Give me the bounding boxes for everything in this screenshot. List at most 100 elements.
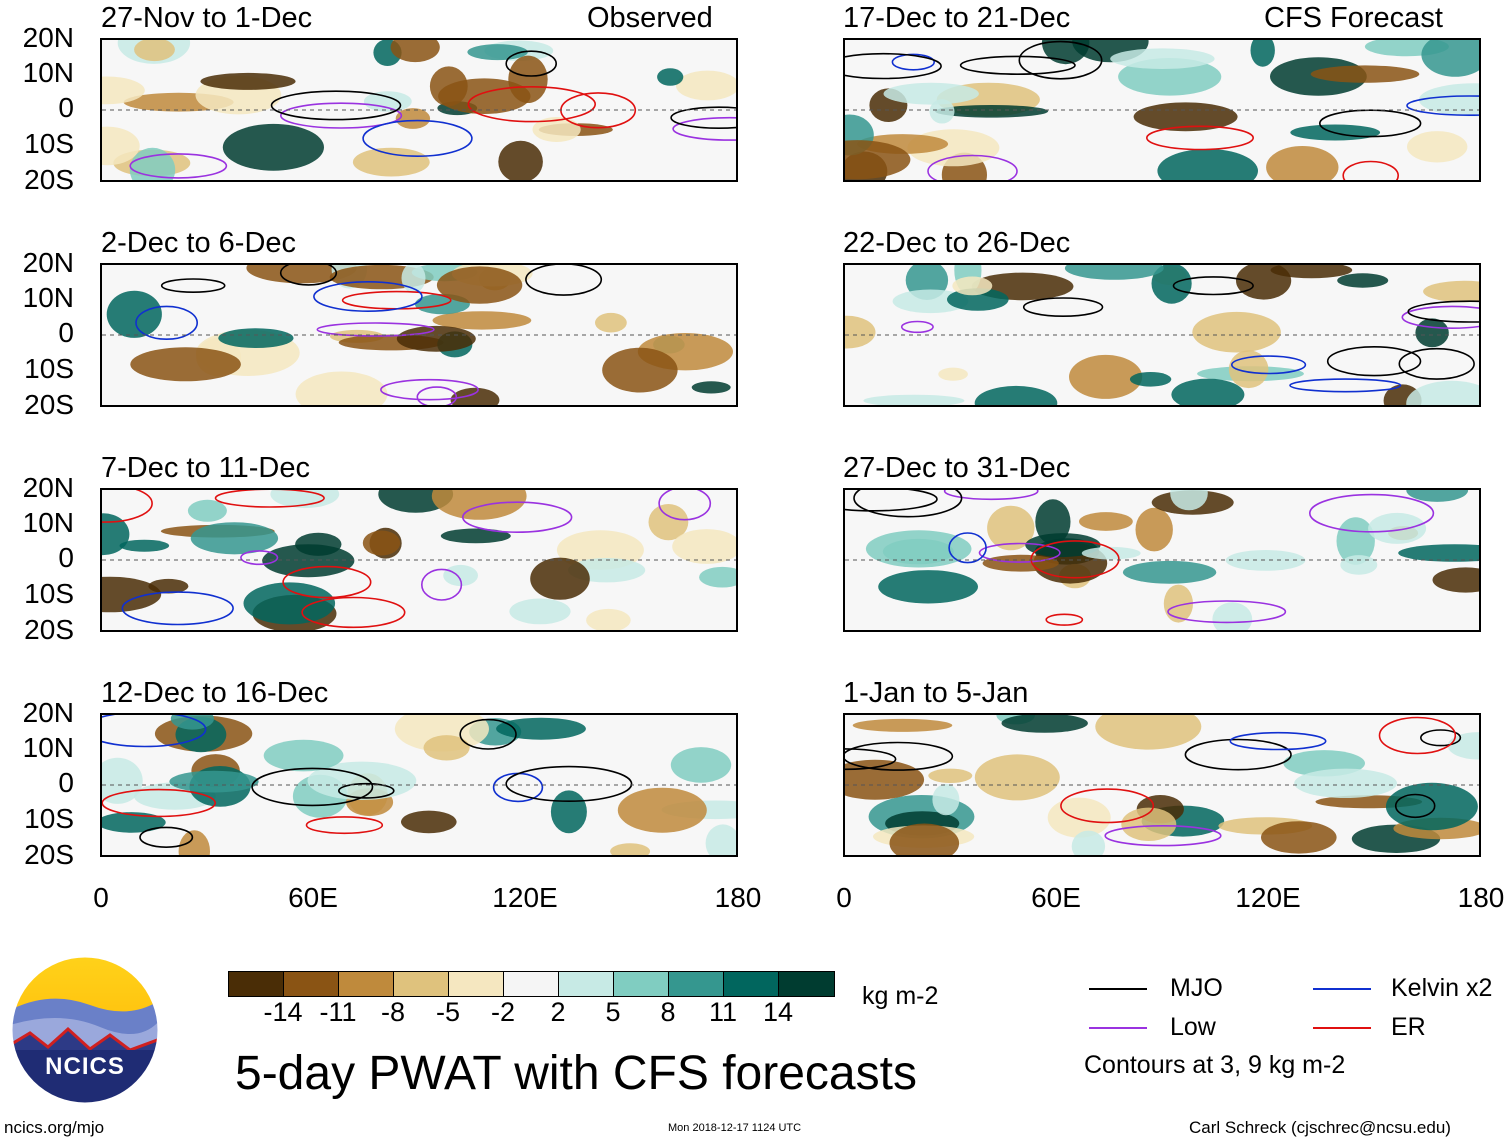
lat-label: 0 bbox=[58, 767, 74, 798]
pwat-map bbox=[843, 713, 1481, 857]
wet-anomaly bbox=[699, 566, 736, 588]
wet-anomaly bbox=[170, 715, 214, 730]
wet-anomaly bbox=[882, 538, 954, 565]
colorbar-swatch bbox=[779, 972, 834, 996]
kelvin-contour bbox=[362, 119, 473, 158]
dry-anomaly bbox=[395, 108, 431, 129]
dry-anomaly bbox=[889, 823, 960, 855]
er-contour bbox=[1342, 160, 1399, 180]
panel-title: 2-Dec to 6-Dec bbox=[101, 227, 297, 259]
er-contour bbox=[214, 490, 325, 508]
lat-label: 20S bbox=[24, 389, 74, 420]
logo-graphic bbox=[11, 956, 159, 1104]
wet-anomaly bbox=[1122, 560, 1217, 584]
wet-anomaly bbox=[1398, 544, 1479, 562]
wet-anomaly bbox=[1415, 318, 1449, 348]
mjo-contour bbox=[845, 748, 897, 771]
colorbar-tick: -14 bbox=[263, 997, 303, 1027]
wet-anomaly bbox=[1151, 265, 1192, 304]
mjo-contour bbox=[1407, 300, 1479, 323]
panel-title: 27-Dec to 31-Dec bbox=[843, 452, 1071, 484]
panel-title: 27-Nov to 1-Dec bbox=[101, 2, 313, 34]
colorbar-tick: -2 bbox=[490, 997, 515, 1027]
mjo-contour bbox=[337, 782, 395, 799]
wet-anomaly bbox=[705, 824, 736, 855]
wet-anomaly bbox=[129, 147, 176, 180]
er-contour bbox=[1060, 788, 1155, 824]
low-contour bbox=[1308, 493, 1435, 533]
er-contour bbox=[1145, 125, 1254, 151]
wet-anomaly bbox=[878, 570, 978, 604]
wet-anomaly bbox=[443, 564, 478, 587]
panel-title: 12-Dec to 16-Dec bbox=[101, 677, 329, 709]
ncics-logo: NCICS bbox=[10, 955, 160, 1105]
wet-anomaly bbox=[1157, 148, 1258, 180]
wet-anomaly bbox=[1064, 265, 1164, 280]
mjo-contour bbox=[1394, 793, 1436, 819]
colorbar-swatch bbox=[339, 972, 394, 996]
lat-label: 10S bbox=[24, 353, 74, 384]
mjo-contour bbox=[1018, 40, 1103, 80]
wet-anomaly bbox=[691, 381, 731, 394]
low-contour bbox=[658, 490, 712, 521]
map-field bbox=[845, 715, 1479, 855]
wet-anomaly bbox=[190, 522, 279, 555]
wet-anomaly bbox=[1368, 512, 1427, 544]
colorbar-tick: 14 bbox=[762, 997, 794, 1027]
lat-label: 20N bbox=[22, 22, 74, 53]
mjo-contour bbox=[959, 55, 1076, 75]
dry-anomaly bbox=[617, 787, 707, 833]
colorbar-swatch bbox=[669, 972, 724, 996]
mjo-contour bbox=[525, 265, 603, 296]
pwat-map bbox=[100, 713, 738, 857]
main-title: 5-day PWAT with CFS forecasts bbox=[235, 1047, 917, 1100]
dry-anomaly bbox=[845, 140, 911, 180]
er-contour bbox=[102, 788, 216, 818]
kelvin-contour bbox=[1289, 378, 1402, 393]
wet-anomaly bbox=[119, 539, 170, 552]
wet-anomaly bbox=[935, 105, 1049, 118]
wet-anomaly bbox=[106, 290, 162, 338]
kelvin-contour bbox=[1229, 731, 1327, 751]
dry-anomaly bbox=[102, 76, 145, 105]
low-contour bbox=[416, 386, 458, 405]
mjo-contour bbox=[845, 52, 942, 80]
mjo-contour bbox=[1184, 738, 1292, 771]
wet-anomaly bbox=[270, 490, 340, 509]
kelvin-line-swatch bbox=[1313, 988, 1371, 990]
footer-url[interactable]: ncics.org/mjo bbox=[4, 1118, 105, 1137]
dry-anomaly bbox=[1135, 507, 1173, 552]
mjo-contour bbox=[279, 265, 338, 286]
dry-anomaly bbox=[423, 735, 470, 761]
dry-anomaly bbox=[532, 117, 581, 142]
low-contour bbox=[1167, 600, 1287, 624]
kelvin-contour bbox=[1231, 355, 1307, 375]
dry-anomaly bbox=[1270, 265, 1353, 279]
pwat-map bbox=[100, 488, 738, 632]
wet-anomaly bbox=[974, 385, 1058, 405]
legend-kelvin: Kelvin x2 bbox=[1391, 974, 1493, 1002]
dry-anomaly bbox=[586, 608, 631, 630]
lat-label: 10S bbox=[24, 803, 74, 834]
dry-anomaly bbox=[938, 367, 968, 381]
mjo-contour bbox=[1398, 347, 1475, 380]
wet-anomaly bbox=[1421, 40, 1479, 77]
lat-label: 10N bbox=[22, 57, 74, 88]
kelvin-contour bbox=[1406, 95, 1479, 116]
dry-anomaly bbox=[928, 768, 973, 783]
er-contour bbox=[1045, 613, 1084, 626]
wet-anomaly bbox=[1447, 732, 1479, 760]
wet-anomaly bbox=[1294, 768, 1397, 798]
kelvin-contour bbox=[492, 772, 544, 803]
mjo-contour bbox=[845, 741, 954, 771]
dry-anomaly bbox=[1236, 265, 1292, 300]
dry-anomaly bbox=[982, 554, 1059, 572]
mjo-contour bbox=[251, 767, 374, 807]
low-contour bbox=[316, 322, 435, 337]
dry-anomaly bbox=[102, 126, 140, 166]
mjo-contour bbox=[1172, 276, 1254, 296]
panel-title: 7-Dec to 11-Dec bbox=[101, 452, 310, 484]
mjo-contour bbox=[1319, 109, 1422, 138]
colorbar-swatch bbox=[284, 972, 339, 996]
low-contour bbox=[672, 116, 736, 141]
